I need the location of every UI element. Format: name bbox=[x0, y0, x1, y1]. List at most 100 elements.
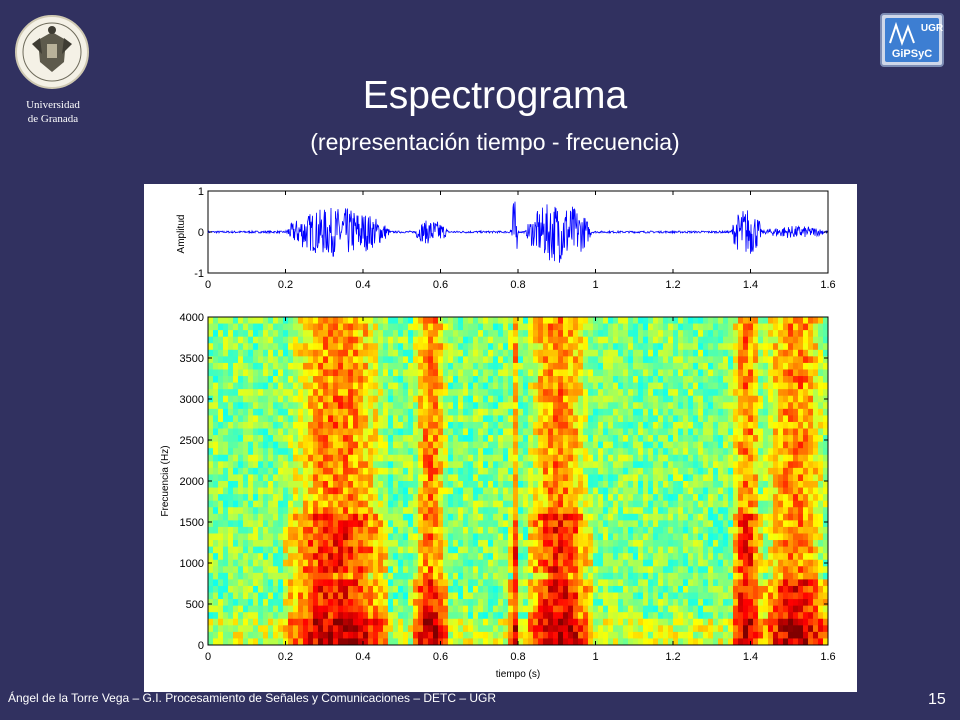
spectrogram-cell bbox=[638, 323, 644, 331]
spectrogram-cell bbox=[328, 369, 334, 377]
spectrogram-cell bbox=[683, 553, 689, 561]
spectrogram-cell bbox=[493, 382, 499, 390]
spectrogram-cell bbox=[503, 448, 509, 456]
spectrogram-cell bbox=[658, 323, 664, 331]
spectrogram-cell bbox=[608, 356, 614, 364]
spectrogram-cell bbox=[328, 356, 334, 364]
spectrogram-cell bbox=[313, 435, 319, 443]
spectrogram-cell bbox=[323, 605, 329, 613]
spectrogram-cell bbox=[223, 500, 229, 508]
spectrogram-cell bbox=[408, 553, 414, 561]
spectrogram-cell bbox=[448, 382, 454, 390]
spectrogram-cell bbox=[248, 474, 254, 482]
spectrogram-cell bbox=[618, 395, 624, 403]
spectrogram-cell bbox=[373, 415, 379, 423]
spectrogram-cell bbox=[418, 553, 424, 561]
spectrogram-cell bbox=[528, 454, 534, 462]
spectrogram-cell bbox=[548, 592, 554, 600]
spectrogram-cell bbox=[658, 572, 664, 580]
spectrogram-cell bbox=[663, 526, 669, 534]
spectrogram-cell bbox=[233, 330, 239, 338]
spectrogram-cell bbox=[363, 599, 369, 607]
spectrogram-cell bbox=[298, 323, 304, 331]
spectrogram-cell bbox=[288, 625, 294, 633]
spectrogram-cell bbox=[228, 323, 234, 331]
spectrogram-cell bbox=[518, 448, 524, 456]
spectrogram-cell bbox=[628, 631, 634, 639]
spectrogram-cell bbox=[548, 395, 554, 403]
spectrogram-cell bbox=[503, 441, 509, 449]
spectrogram-cell bbox=[393, 631, 399, 639]
spectrogram-cell bbox=[423, 467, 429, 475]
spectrogram-cell bbox=[543, 395, 549, 403]
spectrogram-cell bbox=[448, 507, 454, 515]
spectrogram-cell bbox=[693, 369, 699, 377]
spectrogram-cell bbox=[638, 343, 644, 351]
spectrogram-cell bbox=[403, 330, 409, 338]
spectrogram-cell bbox=[258, 585, 264, 593]
spectrogram-cell bbox=[648, 579, 654, 587]
spectrogram-cell bbox=[248, 618, 254, 626]
spectrogram-cell bbox=[248, 356, 254, 364]
spectrogram-cell bbox=[388, 467, 394, 475]
spectrogram-cell bbox=[268, 369, 274, 377]
spectrogram-cell bbox=[233, 638, 239, 646]
slide-title: Espectrograma bbox=[362, 74, 628, 117]
spectrogram-cell bbox=[613, 382, 619, 390]
spectrogram-cell bbox=[403, 435, 409, 443]
spectrogram-cell bbox=[378, 585, 384, 593]
spectrogram-cell bbox=[213, 428, 219, 436]
spectrogram-cell bbox=[428, 579, 434, 587]
spectrogram-cell bbox=[443, 592, 449, 600]
spectrogram-cell bbox=[463, 638, 469, 646]
spectrogram-cell bbox=[483, 343, 489, 351]
spectrogram-cell bbox=[213, 356, 219, 364]
spectrogram-cell bbox=[263, 421, 269, 429]
spectrogram-cell bbox=[613, 572, 619, 580]
spectrogram-cell bbox=[693, 428, 699, 436]
spectrogram-cell bbox=[218, 317, 224, 324]
spectrogram-cell bbox=[218, 330, 224, 338]
spectrogram-cell bbox=[398, 592, 404, 600]
spectrogram-cell bbox=[323, 336, 329, 344]
spectrogram-cell bbox=[463, 553, 469, 561]
spectrogram-cell bbox=[608, 369, 614, 377]
spectrogram-cell bbox=[653, 323, 659, 331]
spectrogram-cell bbox=[603, 625, 609, 633]
spectrogram-cell bbox=[573, 592, 579, 600]
spectrogram-cell bbox=[598, 356, 604, 364]
spectrogram-cell bbox=[563, 421, 569, 429]
spectrogram-cell bbox=[293, 481, 299, 488]
spectrogram-cell bbox=[603, 481, 609, 488]
spectrogram-cell bbox=[373, 487, 379, 495]
spectrogram-cell bbox=[223, 585, 229, 593]
spectrogram-cell bbox=[418, 317, 424, 324]
spectrogram-cell bbox=[403, 526, 409, 534]
spectrogram-cell bbox=[213, 592, 219, 600]
spectrogram-cell bbox=[578, 402, 584, 410]
spectrogram-cell bbox=[518, 599, 524, 607]
spectrogram-cell bbox=[408, 395, 414, 403]
spectrogram-cell bbox=[663, 599, 669, 607]
spectrogram-cell bbox=[338, 507, 344, 515]
spectrogram-cell bbox=[653, 513, 659, 521]
spectrogram-cell bbox=[283, 526, 289, 534]
spectrogram-cell bbox=[423, 487, 429, 495]
spectrogram-cell bbox=[398, 618, 404, 626]
spectrogram-cell bbox=[633, 317, 639, 324]
spectrogram-cell bbox=[253, 494, 259, 502]
spectrogram-cell bbox=[348, 481, 354, 488]
spectrogram-cell bbox=[508, 435, 514, 443]
spectrogram-cell bbox=[403, 343, 409, 351]
spectrogram-cell bbox=[358, 605, 364, 613]
spectrogram-cell bbox=[468, 553, 474, 561]
spectrogram-cell bbox=[343, 618, 349, 626]
spectrogram-cell bbox=[513, 500, 519, 508]
spectrogram-cell bbox=[508, 356, 514, 364]
spectrogram-cell bbox=[653, 481, 659, 488]
spectrogram-cell bbox=[323, 467, 329, 475]
spectrogram-cell bbox=[218, 336, 224, 344]
spectrogram-cell bbox=[298, 330, 304, 338]
spectrogram-cell bbox=[273, 520, 279, 528]
spectrogram-cell bbox=[568, 631, 574, 639]
